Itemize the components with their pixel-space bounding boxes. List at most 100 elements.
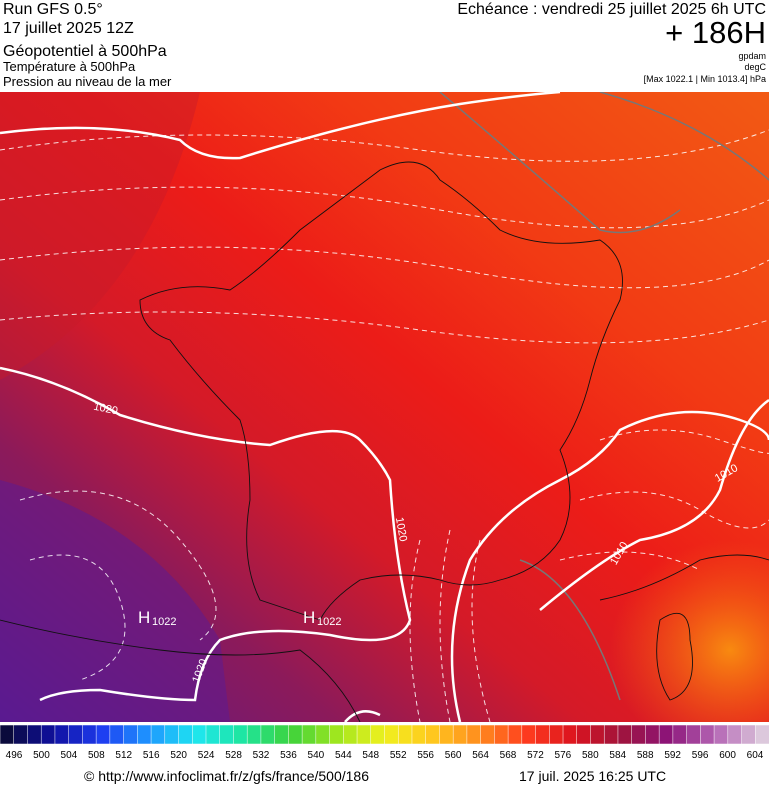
colorbar-swatch — [507, 724, 523, 745]
pressure-range: [Max 1022.1 | Min 1013.4] hPa — [644, 74, 766, 84]
colorbar-swatch — [260, 724, 276, 745]
colorbar-label: 532 — [253, 750, 270, 761]
colorbar-label: 524 — [198, 750, 215, 761]
temperature-contour — [599, 429, 769, 454]
generated-time: 17 juil. 2025 16:25 UTC — [519, 768, 666, 784]
colorbar-swatch — [329, 724, 345, 745]
unit-geopotential: gpdam — [738, 51, 766, 61]
colorbar-swatch — [645, 724, 660, 745]
colorbar-swatch — [425, 724, 441, 745]
colorbar-swatch — [150, 724, 166, 745]
geopotential-contour — [439, 92, 681, 234]
colorbar-label: 548 — [362, 750, 379, 761]
colorbar-swatch — [590, 724, 605, 745]
high-symbol: H — [303, 608, 315, 627]
geopotential-contour — [519, 559, 621, 701]
colorbar-swatch — [370, 724, 386, 745]
colorbar-swatch — [246, 724, 262, 745]
colorbar-label: 584 — [609, 750, 626, 761]
colorbar-label: 528 — [225, 750, 242, 761]
isobar — [450, 410, 769, 722]
colorbar-label: 568 — [500, 750, 517, 761]
colorbar-swatch — [631, 724, 647, 745]
coastline — [0, 619, 361, 722]
coastline — [656, 612, 693, 701]
colorbar-swatch — [315, 724, 331, 745]
colorbar-swatch — [727, 724, 743, 745]
colorbar-swatch — [521, 724, 537, 745]
colorbar-swatch — [164, 724, 180, 745]
colorbar-swatch — [617, 724, 633, 745]
colorbar-swatch — [535, 724, 551, 745]
unit-temperature: degC — [744, 62, 766, 72]
colorbar-label: 604 — [747, 750, 764, 761]
colorbar-swatch — [466, 724, 482, 745]
colorbar-swatch — [274, 724, 290, 745]
isobar — [344, 710, 381, 722]
temperature-contour — [579, 491, 769, 529]
isobar — [0, 366, 412, 702]
isobar — [0, 92, 561, 160]
colorbar-swatch — [713, 724, 729, 745]
colorbar-label: 544 — [335, 750, 352, 761]
colorbar-swatch — [137, 724, 152, 745]
colorbar-swatch — [109, 724, 125, 745]
temperature-contour — [409, 539, 421, 722]
colorbar-label: 512 — [115, 750, 132, 761]
colorbar-label: 560 — [445, 750, 462, 761]
isobar-label: 1020 — [92, 401, 118, 418]
colorbar-swatch — [95, 724, 111, 745]
high-symbol: H — [138, 608, 150, 627]
colorbar-swatch — [576, 724, 592, 745]
temperature-contour — [29, 554, 126, 681]
colorbar-swatch — [301, 724, 317, 745]
colorbar-label: 564 — [472, 750, 489, 761]
colorbar-swatch — [397, 724, 413, 745]
temperature-contour — [471, 539, 491, 722]
colorbar-swatch — [288, 724, 303, 745]
temperature-band — [0, 92, 200, 380]
colorbar-swatch — [40, 724, 56, 745]
colorbar-swatch — [219, 724, 235, 745]
temperature-contour — [0, 246, 769, 289]
colorbar-label: 496 — [6, 750, 23, 761]
colorbar-swatch — [54, 724, 70, 745]
colorbar-label: 500 — [33, 750, 50, 761]
colorbar-swatch — [741, 724, 757, 745]
colorbar-swatch — [411, 724, 427, 745]
colorbar-swatch — [686, 724, 702, 745]
colorbar-swatch — [82, 724, 97, 745]
isobar-label: 1020 — [393, 516, 409, 542]
colorbar-swatch — [562, 724, 578, 745]
colorbar-swatch — [480, 724, 496, 745]
field-title: Géopotentiel à 500hPa — [3, 43, 167, 60]
colorbar-label: 596 — [692, 750, 709, 761]
colorbar-swatch — [233, 724, 248, 745]
high-value: 1022 — [317, 616, 341, 628]
colorbar-label: 504 — [61, 750, 78, 761]
colorbar-swatch — [178, 724, 193, 745]
colorbar-label: 600 — [719, 750, 736, 761]
colorbar-swatch — [494, 724, 509, 745]
temperature-contour — [559, 551, 701, 571]
colorbar-swatch — [700, 724, 715, 745]
colorbar-swatch — [452, 724, 468, 745]
colorbar-swatch — [603, 724, 619, 745]
colorbar-swatch — [356, 724, 372, 745]
colorbar-label: 540 — [308, 750, 325, 761]
colorbar-swatch — [343, 724, 358, 745]
colorbar-swatch — [439, 724, 454, 745]
pressure-title: Pression au niveau de la mer — [3, 74, 172, 89]
source: © http://www.infoclimat.fr/z/gfs/france/… — [84, 768, 369, 784]
colorbar-label: 572 — [527, 750, 544, 761]
colorbar-label: 552 — [390, 750, 407, 761]
coastline — [599, 554, 769, 601]
colorbar-swatch — [384, 724, 399, 745]
colorbar-swatch — [658, 724, 674, 745]
run-title: Run GFS 0.5° — [3, 1, 103, 18]
colorbar-label: 588 — [637, 750, 654, 761]
colorbar-label: 516 — [143, 750, 160, 761]
isobar — [539, 398, 769, 611]
colorbar-swatch — [13, 724, 29, 745]
